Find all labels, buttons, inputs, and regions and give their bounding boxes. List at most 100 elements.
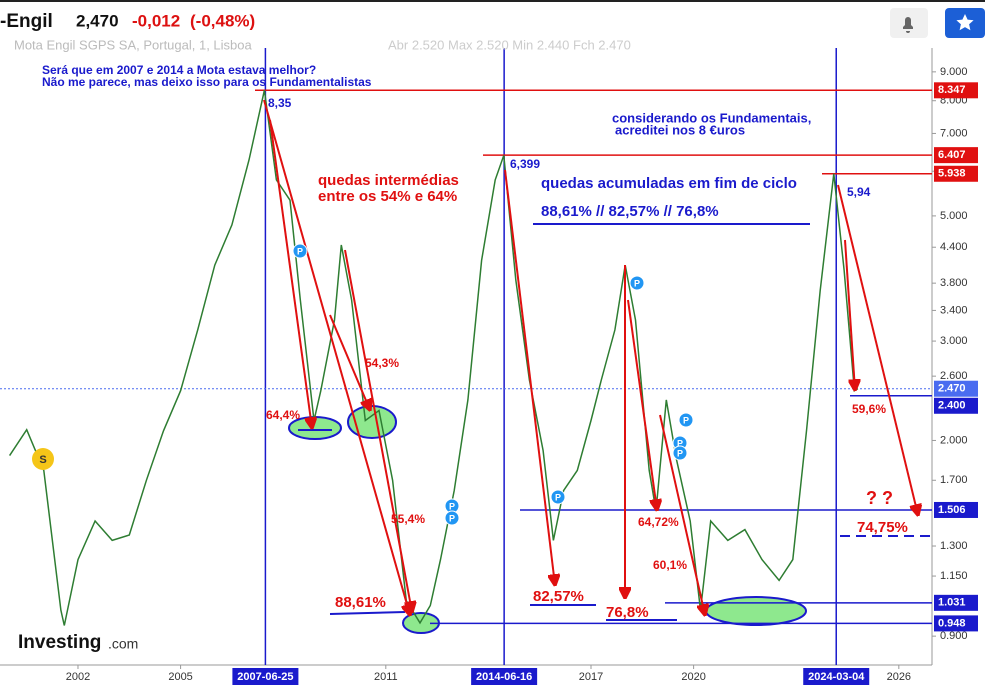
- annotation: quedas acumuladas em fim de ciclo: [541, 175, 797, 192]
- price-level-bg: [934, 380, 978, 397]
- date-label-bg: [232, 668, 299, 685]
- price-level-bg: [934, 397, 978, 414]
- ohlc: Abr 2.520 Max 2.520 Min 2.440 Fch 2.470: [388, 37, 631, 52]
- p-marker: [629, 275, 645, 291]
- annotation: 55,4%: [391, 512, 425, 526]
- y-tick-label: 2.000: [940, 434, 968, 446]
- price-level-label: 5.938: [938, 168, 966, 180]
- y-tick-label: 5.000: [940, 210, 968, 222]
- price-level-label: 1.031: [938, 597, 966, 609]
- price-line: [8, 90, 859, 626]
- date-label: 2007-06-25: [237, 671, 293, 683]
- p-marker-label: P: [677, 448, 683, 458]
- annotation: Será que em 2007 e 2014 a Mota estava me…: [42, 63, 316, 77]
- annotation: considerando os Fundamentais,: [612, 110, 811, 125]
- annotation: ? ?: [866, 488, 893, 508]
- logo: Investing: [18, 632, 101, 653]
- x-tick-label: 2026: [887, 671, 911, 683]
- annotation: 64,72%: [638, 515, 679, 529]
- date-label-bg: [803, 668, 870, 685]
- annotation: 74,75%: [857, 519, 908, 536]
- annotation: 88,61%: [335, 594, 386, 611]
- chart-subtitle: Mota Engil SGPS SA, Portugal, 1, Lisboa: [14, 37, 253, 52]
- price-level-bg: [934, 82, 978, 99]
- price-level-bg: [934, 147, 978, 164]
- arrow: [329, 314, 370, 410]
- bell-icon: [903, 17, 913, 33]
- p-marker: [672, 445, 688, 461]
- plot: [0, 48, 932, 665]
- y-tick-label: 7.000: [940, 127, 968, 139]
- annotation: Não me parece, mas deixo isso para os Fu…: [42, 75, 372, 89]
- price-level-bg: [934, 594, 978, 611]
- p-marker-label: P: [683, 415, 689, 425]
- logo-suffix: .com: [108, 636, 138, 652]
- arrow: [659, 414, 705, 615]
- price-change-pct: (-0,48%): [190, 11, 255, 30]
- x-tick-label: 2020: [681, 671, 705, 683]
- p-marker-label: P: [449, 513, 455, 523]
- annotation: 6,399: [510, 157, 540, 171]
- price-change: -0,012: [132, 11, 180, 30]
- y-tick-label: 4.400: [940, 241, 968, 253]
- annotation: 54,3%: [365, 356, 399, 370]
- y-tick-label: 1.300: [940, 540, 968, 552]
- arrow: [627, 299, 657, 510]
- y-tick-label: 3.000: [940, 335, 968, 347]
- arrow: [263, 99, 410, 615]
- price-level-bg: [934, 165, 978, 182]
- star-icon: [956, 14, 974, 31]
- p-marker-label: P: [449, 501, 455, 511]
- annotation: 76,8%: [606, 604, 649, 621]
- p-marker: [292, 243, 308, 259]
- price-level-label: 6.407: [938, 149, 966, 161]
- p-marker-label: P: [634, 278, 640, 288]
- highlight: [705, 596, 807, 626]
- p-marker-label: P: [555, 492, 561, 502]
- y-tick-label: 2.600: [940, 370, 968, 382]
- p-marker: [444, 510, 460, 526]
- arrow: [837, 184, 918, 515]
- y-tick-label: 1.150: [940, 570, 968, 582]
- annotation: quedas intermédias: [318, 172, 459, 189]
- annotation: acreditei nos 8 €uros: [615, 122, 745, 137]
- p-marker: [678, 412, 694, 428]
- annotation: entre os 54% e 64%: [318, 188, 457, 205]
- price-level-label: 2.400: [938, 400, 966, 412]
- date-label-bg: [471, 668, 538, 685]
- x-tick-label: 2005: [168, 671, 192, 683]
- watchlist-button[interactable]: [945, 8, 985, 38]
- price-level-label: 0.948: [938, 617, 966, 629]
- price: 2,470: [76, 11, 119, 30]
- header: [0, 0, 985, 40]
- y-tick-label: 9.000: [940, 66, 968, 78]
- annotation: 8,35: [268, 96, 292, 110]
- annotation: 88,61% // 82,57% // 76,8%: [541, 203, 719, 220]
- annotation: 82,57%: [533, 588, 584, 605]
- y-tick-label: 3.800: [940, 277, 968, 289]
- price-level-bg: [934, 615, 978, 632]
- underlines: [298, 223, 932, 621]
- p-marker: [550, 489, 566, 505]
- arrow: [344, 249, 412, 612]
- annotation: 64,4%: [266, 408, 300, 422]
- x-tick-label: 2002: [66, 671, 90, 683]
- s-marker: [32, 448, 54, 470]
- annotation: 5,94: [847, 185, 871, 199]
- y-tick-label: 3.400: [940, 304, 968, 316]
- p-marker-label: P: [677, 438, 683, 448]
- price-level-label: 2.470: [938, 383, 966, 395]
- annotation: 60,1%: [653, 558, 687, 572]
- y-tick-label: 1.700: [940, 474, 968, 486]
- arrows: [263, 99, 918, 615]
- price-level-label: 8.347: [938, 84, 966, 96]
- x-tick-label: 2011: [374, 671, 398, 683]
- arrow: [504, 169, 555, 585]
- alert-button[interactable]: [890, 8, 928, 38]
- x-tick-label: 2017: [579, 671, 603, 683]
- y-tick-label: 0.900: [940, 630, 968, 642]
